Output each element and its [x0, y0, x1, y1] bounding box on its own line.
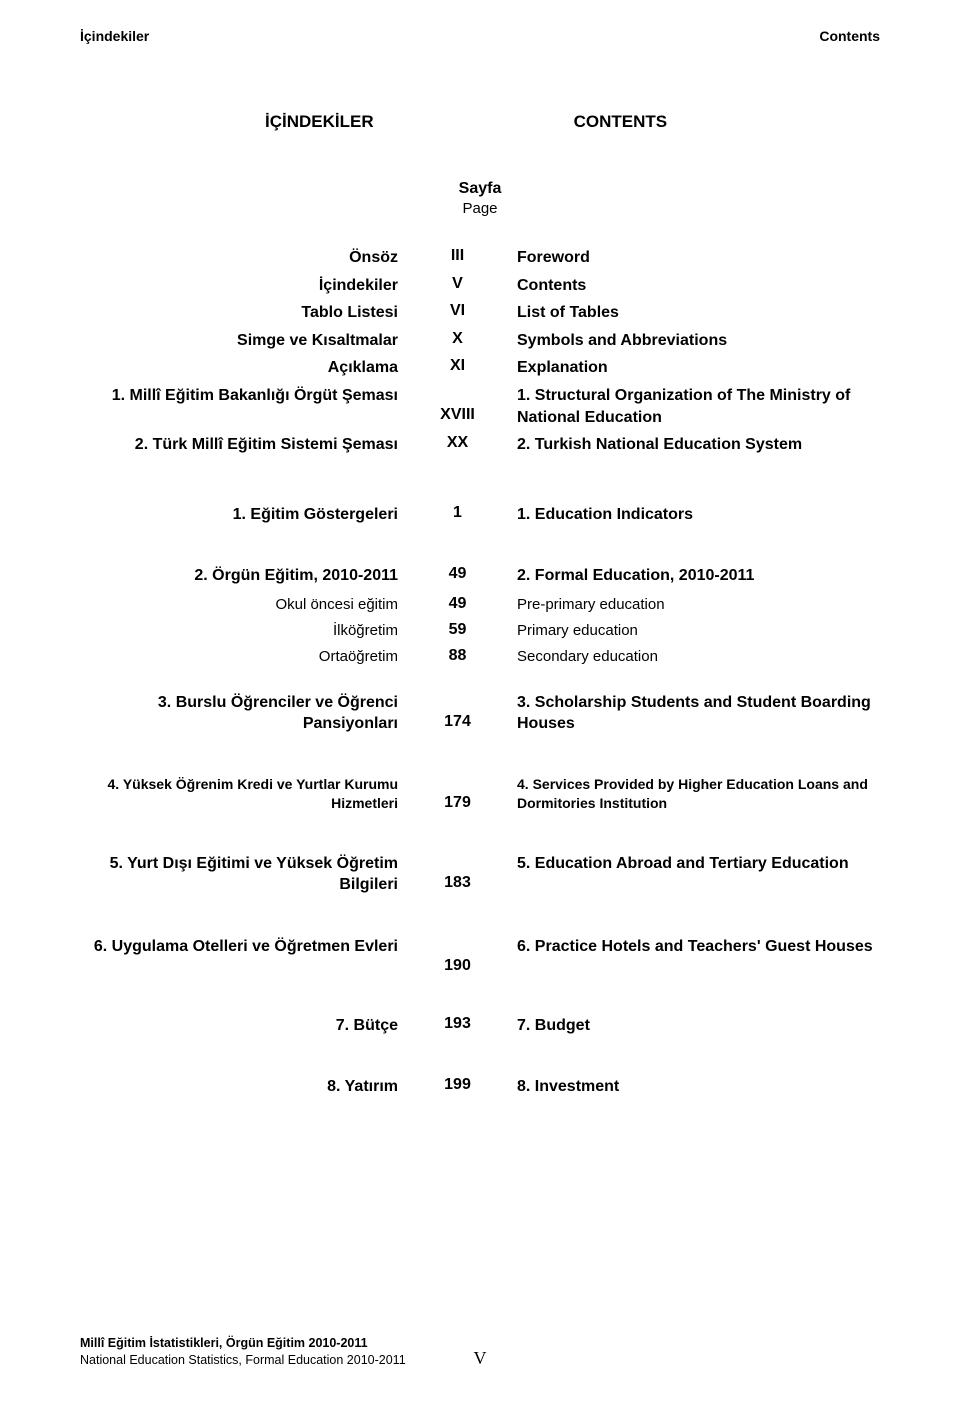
toc-num: VI	[420, 302, 495, 320]
toc-num: X	[420, 330, 495, 348]
toc-num: III	[420, 247, 495, 265]
toc-left: İlköğretim	[80, 621, 420, 641]
toc-right: Explanation	[495, 357, 880, 379]
toc-row: 7. Bütçe 193 7. Budget	[80, 1015, 880, 1037]
footer-page-number: V	[474, 1348, 487, 1369]
toc-right: Primary education	[495, 621, 880, 641]
page-label-tr: Sayfa	[80, 180, 880, 198]
toc-left: 7. Bütçe	[80, 1015, 420, 1037]
footer: Millî Eğitim İstatistikleri, Örgün Eğiti…	[80, 1335, 880, 1369]
toc-left: Ortaöğretim	[80, 647, 420, 667]
toc-row: 4. Yüksek Öğrenim Kredi ve Yurtlar Kurum…	[80, 775, 880, 813]
toc-right: 1. Structural Organization of The Minist…	[495, 385, 880, 428]
toc-right: Contents	[495, 275, 880, 297]
footer-left: Millî Eğitim İstatistikleri, Örgün Eğiti…	[80, 1335, 406, 1369]
toc-num: 49	[420, 595, 495, 613]
toc-row: Simge ve Kısaltmalar X Symbols and Abbre…	[80, 330, 880, 352]
toc-right: List of Tables	[495, 302, 880, 324]
toc-left: Okul öncesi eğitim	[80, 595, 420, 615]
toc-left: 2. Türk Millî Eğitim Sistemi Şeması	[80, 434, 420, 456]
toc-right: Symbols and Abbreviations	[495, 330, 880, 352]
toc-left: 3. Burslu Öğrenciler ve Öğrenci Pansiyon…	[80, 692, 420, 735]
toc-left: Simge ve Kısaltmalar	[80, 330, 420, 352]
header-left: İçindekiler	[80, 28, 149, 44]
toc-row: Açıklama XI Explanation	[80, 357, 880, 379]
toc-right: 4. Services Provided by Higher Education…	[495, 775, 880, 813]
toc-num: V	[420, 275, 495, 293]
toc-left: 5. Yurt Dışı Eğitimi ve Yüksek Öğretim B…	[80, 853, 420, 896]
toc-left: 1. Millî Eğitim Bakanlığı Örgüt Şeması	[80, 385, 420, 407]
toc-left: Açıklama	[80, 357, 420, 379]
toc-right: Secondary education	[495, 647, 880, 667]
toc-num: XI	[420, 357, 495, 375]
toc-right: Pre-primary education	[495, 595, 880, 615]
toc-num: XVIII	[420, 385, 495, 424]
toc-left: 8. Yatırım	[80, 1076, 420, 1098]
toc-num: 183	[420, 853, 495, 892]
toc-row: 2. Örgün Eğitim, 2010-2011 49 2. Formal …	[80, 565, 880, 587]
toc-right: 7. Budget	[495, 1015, 880, 1037]
toc-num: 88	[420, 647, 495, 665]
toc-num: 179	[420, 775, 495, 812]
toc-row: İlköğretim 59 Primary education	[80, 621, 880, 641]
main-title-row: İÇİNDEKİLER CONTENTS	[80, 112, 880, 132]
footer-line1: Millî Eğitim İstatistikleri, Örgün Eğiti…	[80, 1335, 406, 1352]
toc-num: 193	[420, 1015, 495, 1033]
toc-left: 1. Eğitim Göstergeleri	[80, 504, 420, 526]
toc-right: 1. Education Indicators	[495, 504, 880, 526]
toc-row: Okul öncesi eğitim 49 Pre-primary educat…	[80, 595, 880, 615]
toc-left: 2. Örgün Eğitim, 2010-2011	[80, 565, 420, 587]
toc-num: 190	[420, 936, 495, 975]
toc-row: 8. Yatırım 199 8. Investment	[80, 1076, 880, 1098]
toc-row: 1. Eğitim Göstergeleri 1 1. Education In…	[80, 504, 880, 526]
footer-line2: National Education Statistics, Formal Ed…	[80, 1352, 406, 1369]
toc-num: XX	[420, 434, 495, 452]
toc-right: Foreword	[495, 247, 880, 269]
toc-right: 2. Formal Education, 2010-2011	[495, 565, 880, 587]
toc-row: 5. Yurt Dışı Eğitimi ve Yüksek Öğretim B…	[80, 853, 880, 896]
toc-right: 3. Scholarship Students and Student Boar…	[495, 692, 880, 735]
toc-left: İçindekiler	[80, 275, 420, 297]
toc-num: 199	[420, 1076, 495, 1094]
toc-left: 4. Yüksek Öğrenim Kredi ve Yurtlar Kurum…	[80, 775, 420, 813]
toc-left: Önsöz	[80, 247, 420, 269]
toc-right: 8. Investment	[495, 1076, 880, 1098]
toc-row: 1. Millî Eğitim Bakanlığı Örgüt Şeması X…	[80, 385, 880, 428]
toc-num: 1	[420, 504, 495, 522]
toc-row: 2. Türk Millî Eğitim Sistemi Şeması XX 2…	[80, 434, 880, 456]
toc-row: Önsöz III Foreword	[80, 247, 880, 269]
toc-row: Ortaöğretim 88 Secondary education	[80, 647, 880, 667]
toc-row: İçindekiler V Contents	[80, 275, 880, 297]
page-label-en: Page	[80, 200, 880, 217]
toc-num: 49	[420, 565, 495, 583]
toc-num: 59	[420, 621, 495, 639]
toc-row: 3. Burslu Öğrenciler ve Öğrenci Pansiyon…	[80, 692, 880, 735]
header-right: Contents	[819, 28, 880, 44]
toc-right: 6. Practice Hotels and Teachers' Guest H…	[495, 936, 880, 958]
top-header-row: İçindekiler Contents	[80, 28, 880, 44]
toc-right: 5. Education Abroad and Tertiary Educati…	[495, 853, 880, 875]
title-en: CONTENTS	[574, 112, 668, 132]
toc-row: 6. Uygulama Otelleri ve Öğretmen Evleri …	[80, 936, 880, 975]
title-tr: İÇİNDEKİLER	[265, 112, 374, 132]
toc-num: 174	[420, 692, 495, 731]
toc-left: Tablo Listesi	[80, 302, 420, 324]
toc-left: 6. Uygulama Otelleri ve Öğretmen Evleri	[80, 936, 420, 958]
toc-right: 2. Turkish National Education System	[495, 434, 880, 456]
toc-row: Tablo Listesi VI List of Tables	[80, 302, 880, 324]
